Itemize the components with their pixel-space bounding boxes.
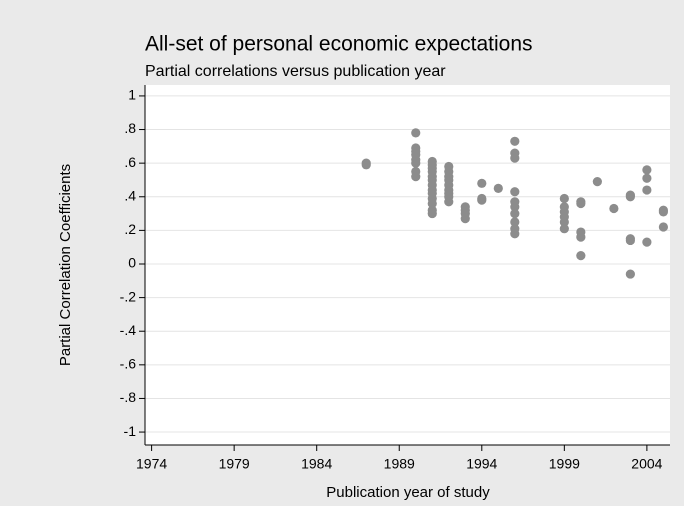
- x-tick-label: 1974: [136, 456, 167, 472]
- point: [559, 193, 569, 204]
- point: [576, 232, 586, 242]
- markers: [361, 128, 668, 279]
- point: [411, 171, 421, 182]
- point: [427, 208, 437, 219]
- point: [510, 208, 520, 219]
- y-axis-label: Partial Correlation Coefficients: [57, 164, 74, 366]
- y-tick-label: .2: [124, 221, 136, 237]
- y-tick-label: .8: [124, 120, 136, 136]
- x-axis-label: Publication year of study: [326, 484, 490, 501]
- point: [559, 224, 569, 234]
- x-tick-label: 1979: [219, 456, 250, 472]
- x-tick-label: 1999: [549, 456, 580, 472]
- point: [510, 217, 520, 227]
- point: [642, 237, 652, 247]
- point: [559, 217, 569, 227]
- y-tick-label: -.4: [120, 322, 137, 338]
- point: [411, 158, 421, 168]
- point: [460, 214, 470, 224]
- point: [642, 165, 652, 175]
- point: [642, 173, 652, 183]
- chart-title: All-set of personal economic expectation…: [145, 33, 533, 56]
- y-tick-label: -.8: [120, 389, 137, 405]
- plot-area: [145, 85, 670, 445]
- point: [510, 229, 520, 239]
- point: [510, 136, 520, 146]
- y-tick-label: -.2: [120, 288, 137, 304]
- point: [625, 192, 635, 202]
- point: [658, 207, 668, 217]
- point: [493, 183, 503, 193]
- point: [411, 128, 421, 138]
- x-tick-label: 1989: [384, 456, 415, 472]
- y-tick-label: -.6: [120, 356, 137, 372]
- y-tick-label: .4: [124, 187, 136, 203]
- point: [625, 269, 635, 279]
- point: [444, 197, 454, 207]
- y-tick-label: .6: [124, 154, 136, 170]
- point: [427, 198, 437, 209]
- grid: [145, 95, 670, 433]
- y-tick-label: -1: [124, 423, 137, 439]
- chart-subtitle: Partial correlations versus publication …: [145, 63, 446, 80]
- point: [609, 203, 619, 214]
- point: [361, 158, 371, 168]
- point: [477, 195, 487, 205]
- x-tick-label: 1994: [466, 456, 497, 472]
- point: [510, 202, 520, 212]
- point: [510, 153, 520, 163]
- point: [625, 235, 635, 246]
- y-tick-label: 1: [128, 87, 136, 103]
- point: [642, 185, 652, 195]
- point: [510, 187, 520, 197]
- point: [658, 222, 668, 232]
- x-tick-label: 2004: [631, 456, 662, 472]
- point: [576, 198, 586, 209]
- point: [592, 177, 602, 187]
- y-tick-label: 0: [128, 255, 136, 271]
- point: [477, 178, 487, 188]
- x-tick-label: 1984: [301, 456, 332, 472]
- point: [576, 250, 586, 261]
